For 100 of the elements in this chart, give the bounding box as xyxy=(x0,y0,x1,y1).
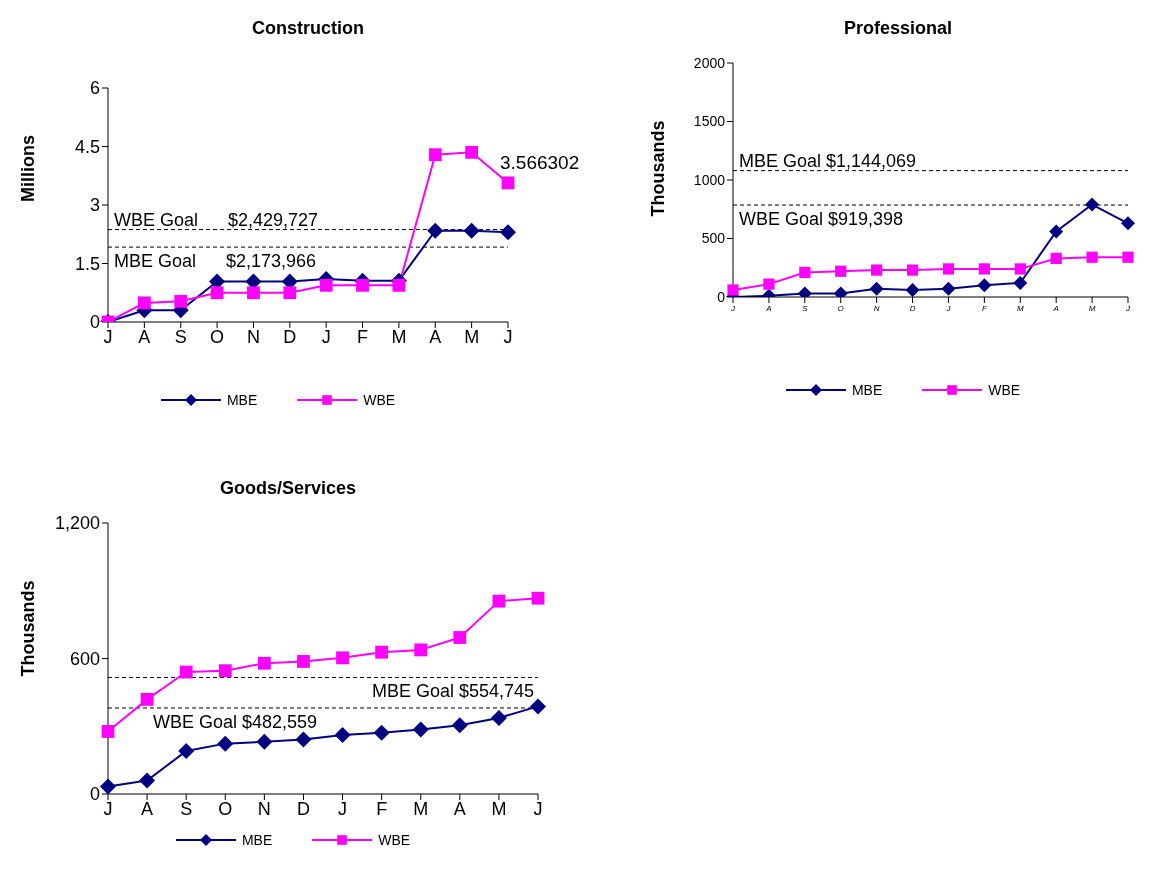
point xyxy=(1121,216,1135,231)
point xyxy=(218,664,232,678)
y-tick-label: 3 xyxy=(89,195,100,216)
chart-title: Professional xyxy=(842,17,953,40)
x-tick-label: A xyxy=(765,303,772,313)
y-tick-label: 0 xyxy=(89,312,100,333)
point xyxy=(530,698,546,715)
point xyxy=(799,266,811,279)
point xyxy=(392,278,406,292)
point xyxy=(492,594,506,608)
point xyxy=(412,721,429,738)
x-tick-label: J xyxy=(103,326,113,347)
x-tick-label: F xyxy=(376,798,388,819)
x-tick-label: F xyxy=(981,303,988,313)
x-tick-label: J xyxy=(503,326,513,347)
point xyxy=(139,772,156,789)
point xyxy=(1122,251,1134,263)
point xyxy=(283,286,297,300)
point xyxy=(453,631,467,644)
point xyxy=(869,281,884,296)
point xyxy=(375,645,389,659)
x-tick-label: S xyxy=(174,326,187,347)
y-tick-label: 1000 xyxy=(693,171,726,188)
point xyxy=(905,282,920,297)
point xyxy=(465,145,479,159)
point xyxy=(137,296,151,310)
point xyxy=(100,778,116,794)
y-axis-title: Thousands xyxy=(17,579,39,677)
point xyxy=(174,294,188,308)
point xyxy=(101,725,115,738)
point xyxy=(942,263,955,275)
ref-line-label: WBE Goal $919,398 xyxy=(739,209,904,230)
x-tick-label: M xyxy=(1088,303,1096,313)
point xyxy=(257,656,271,670)
point xyxy=(1050,252,1062,264)
x-tick-label: M xyxy=(491,798,507,819)
data-label: 3.566302 xyxy=(500,151,580,173)
chart-title: Goods/Services xyxy=(218,477,358,500)
x-tick-label: N xyxy=(873,303,880,313)
y-tick-label: 2000 xyxy=(693,54,726,71)
point xyxy=(1085,197,1100,212)
x-tick-label: D xyxy=(909,303,916,313)
x-tick-label: O xyxy=(837,303,844,313)
x-tick-label: N xyxy=(246,326,260,347)
point xyxy=(463,222,480,239)
legend-label: WBE xyxy=(363,392,396,408)
legend-label: WBE xyxy=(988,382,1021,398)
point xyxy=(356,278,369,292)
y-tick-label: 4.5 xyxy=(74,136,100,157)
y-tick-label: 0 xyxy=(89,784,100,805)
ref-line-label: MBE Goal $2,173,966 xyxy=(114,251,317,272)
x-tick-label: A xyxy=(453,798,466,819)
chart-title: Construction xyxy=(251,17,365,40)
ref-line-label: WBE Goal $2,429,727 xyxy=(114,209,319,230)
x-tick-label: M xyxy=(391,326,407,347)
x-tick-label: M xyxy=(1016,303,1024,313)
y-tick-label: 0 xyxy=(717,288,726,305)
y-tick-label: 600 xyxy=(69,648,100,669)
point xyxy=(373,724,390,741)
ref-line-label: MBE Goal $554,745 xyxy=(371,681,534,702)
x-tick-label: A xyxy=(141,798,154,819)
x-tick-label: J xyxy=(338,798,348,819)
y-axis-title: Thousands xyxy=(647,119,669,217)
x-tick-label: J xyxy=(730,303,736,313)
x-tick-label: S xyxy=(802,303,809,313)
point xyxy=(941,281,956,296)
y-tick-label: 1.5 xyxy=(74,253,100,274)
point xyxy=(140,692,154,706)
ref-line-label: MBE Goal $1,144,069 xyxy=(739,150,917,171)
x-tick-label: D xyxy=(283,326,297,347)
point xyxy=(414,643,428,657)
point xyxy=(256,733,273,750)
point xyxy=(217,735,234,752)
legend-label: MBE xyxy=(851,382,883,398)
x-tick-label: M xyxy=(464,326,480,347)
x-tick-label: J xyxy=(103,798,113,819)
point xyxy=(835,265,847,277)
point xyxy=(1086,251,1098,263)
x-tick-label: A xyxy=(429,326,442,347)
x-tick-label: J xyxy=(321,326,331,347)
legend-label: MBE xyxy=(226,392,258,408)
point xyxy=(1014,263,1026,275)
point xyxy=(1049,224,1064,239)
point xyxy=(763,278,775,290)
point xyxy=(906,264,919,276)
point xyxy=(451,717,468,734)
point xyxy=(871,264,883,276)
point xyxy=(500,224,516,241)
point xyxy=(977,278,992,293)
point xyxy=(531,591,545,605)
point xyxy=(978,263,990,275)
x-tick-label: S xyxy=(180,798,193,819)
x-tick-label: A xyxy=(1052,303,1059,313)
y-tick-label: 6 xyxy=(89,78,100,99)
y-axis-title: Millions xyxy=(17,134,39,202)
x-tick-label: F xyxy=(357,326,369,347)
point xyxy=(1013,275,1028,290)
x-tick-label: J xyxy=(945,303,952,313)
ref-line-label: WBE Goal $482,559 xyxy=(153,711,318,732)
point xyxy=(428,148,442,162)
